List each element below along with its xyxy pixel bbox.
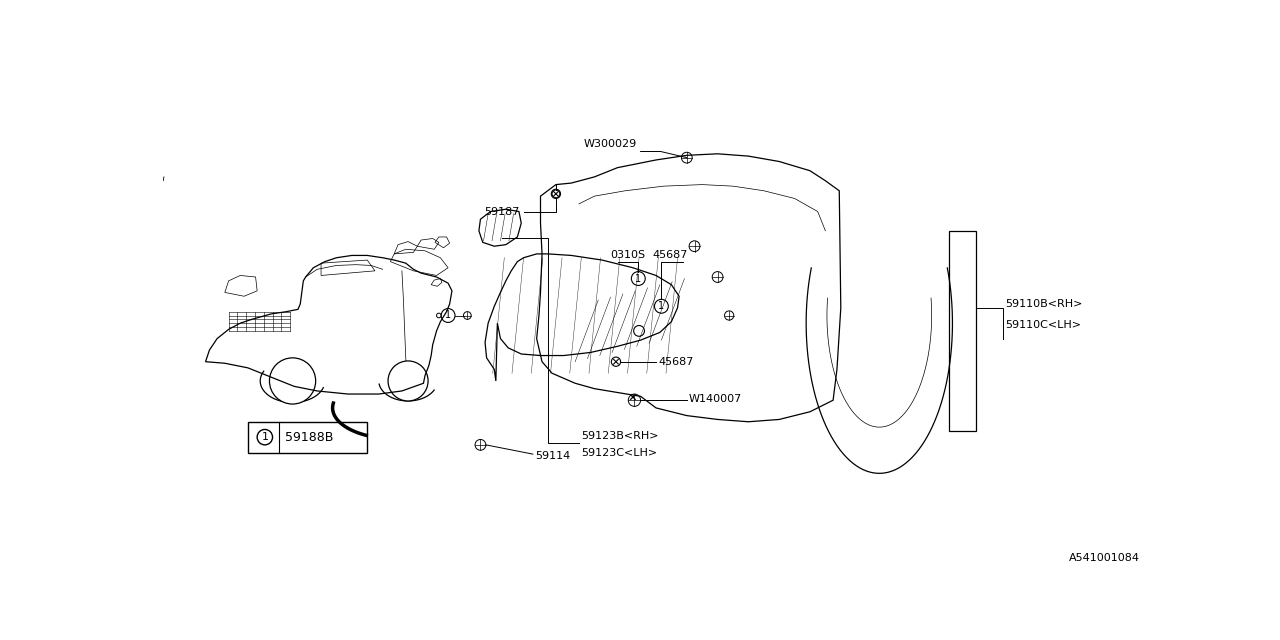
Text: 59123C<LH>: 59123C<LH> (581, 447, 658, 458)
Text: 0310S: 0310S (609, 250, 645, 260)
Text: 59110C<LH>: 59110C<LH> (1006, 320, 1082, 330)
Text: W300029: W300029 (584, 139, 636, 149)
Text: 59110B<RH>: 59110B<RH> (1006, 299, 1083, 309)
Text: 59114: 59114 (535, 451, 571, 461)
Circle shape (270, 358, 316, 404)
Text: 59123B<RH>: 59123B<RH> (581, 431, 659, 442)
Text: A541001084: A541001084 (1069, 554, 1139, 563)
Text: 59187: 59187 (484, 207, 520, 216)
Text: 1: 1 (635, 273, 641, 284)
Text: 59188B: 59188B (285, 431, 333, 444)
Text: 45687: 45687 (652, 250, 687, 260)
Circle shape (388, 361, 428, 401)
Text: 1: 1 (658, 301, 664, 311)
Text: 45687: 45687 (658, 356, 694, 367)
Text: 1: 1 (445, 310, 451, 321)
Text: W140007: W140007 (689, 394, 742, 404)
Text: 1: 1 (261, 432, 269, 442)
